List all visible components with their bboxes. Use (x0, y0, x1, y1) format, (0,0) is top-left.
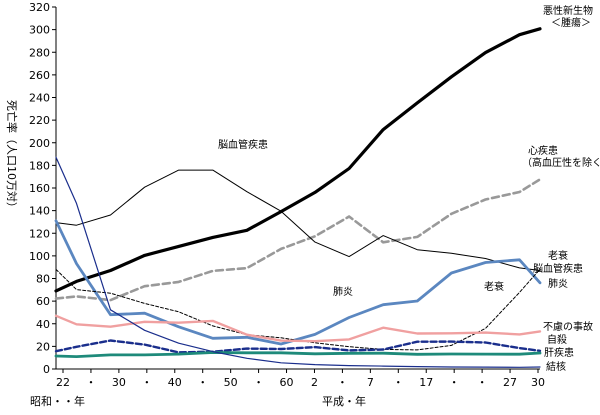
y-tick-label: 180 (29, 159, 50, 172)
y-tick-label: 320 (29, 1, 50, 14)
x-tick-label: 30 (531, 376, 545, 389)
series-label: ＜腫瘍＞ (551, 16, 591, 29)
y-tick-label: 300 (29, 24, 50, 37)
x-tick-label: 60 (280, 376, 294, 389)
series-line (55, 156, 541, 368)
x-tick-label: ・ (253, 376, 264, 389)
series-label: 肺炎 (333, 286, 353, 298)
y-tick-label: 280 (29, 46, 50, 59)
y-tick-label: 40 (36, 318, 50, 331)
series-line (54, 219, 542, 346)
y-tick-label: 140 (29, 205, 50, 218)
x-tick-label: 7 (367, 376, 374, 389)
x-tick-label: 22 (56, 376, 70, 389)
series-label: 自殺 (547, 333, 567, 346)
y-tick-label: 160 (29, 182, 50, 195)
y-tick-label: 20 (36, 340, 50, 353)
series-label: 肝疾患 (544, 346, 574, 359)
series-label: 悪性新生物 (543, 4, 593, 17)
x-tick-label: 2 (311, 376, 318, 389)
y-tick-label: 240 (29, 92, 50, 105)
series-line (55, 169, 541, 271)
y-tick-label: 220 (29, 114, 50, 127)
series-line (54, 178, 542, 302)
x-tick-label: 40 (168, 376, 182, 389)
series-label: 老衰 (484, 280, 504, 293)
y-tick-label: 260 (29, 69, 50, 82)
x-tick-label: ・ (85, 376, 96, 389)
series-line (54, 351, 542, 359)
x-era-heisei: 平成・年 (322, 394, 366, 408)
x-tick-label: ・ (449, 376, 460, 389)
series-label: 脳血管疾患 (218, 138, 268, 151)
series-label: 肺炎 (548, 278, 568, 290)
x-tick-label: 17 (419, 376, 433, 389)
x-tick-label: 30 (112, 376, 126, 389)
series-label: 結核 (546, 360, 566, 373)
y-tick-label: 100 (29, 250, 50, 263)
series-line (54, 339, 542, 354)
y-tick-label: 80 (36, 273, 50, 286)
series-label: 老衰 (548, 249, 568, 262)
x-tick-label: 50 (224, 376, 238, 389)
y-tick-label: 60 (36, 295, 50, 308)
series-label: （高血圧性を除く） (522, 156, 600, 169)
x-tick-label: ・ (197, 376, 208, 389)
series-label: 脳血管疾患 (533, 262, 583, 275)
y-tick-label: 200 (29, 137, 50, 150)
series-label: 心疾患 (528, 144, 558, 157)
series-label: 不慮の事故 (543, 320, 593, 333)
y-tick-label: 0 (43, 363, 50, 376)
y-tick-label: 120 (29, 227, 50, 240)
x-tick-label: ・ (477, 376, 488, 389)
x-tick-label: ・ (141, 376, 152, 389)
y-axis-label: 死亡率（人口10万対） (5, 100, 19, 213)
x-era-showa: 昭和・・年 (30, 394, 85, 408)
series-line (54, 314, 542, 343)
x-tick-label: 27 (503, 376, 517, 389)
x-tick-label: ・ (393, 376, 404, 389)
x-tick-label: ・ (337, 376, 348, 389)
series-line (54, 27, 542, 293)
